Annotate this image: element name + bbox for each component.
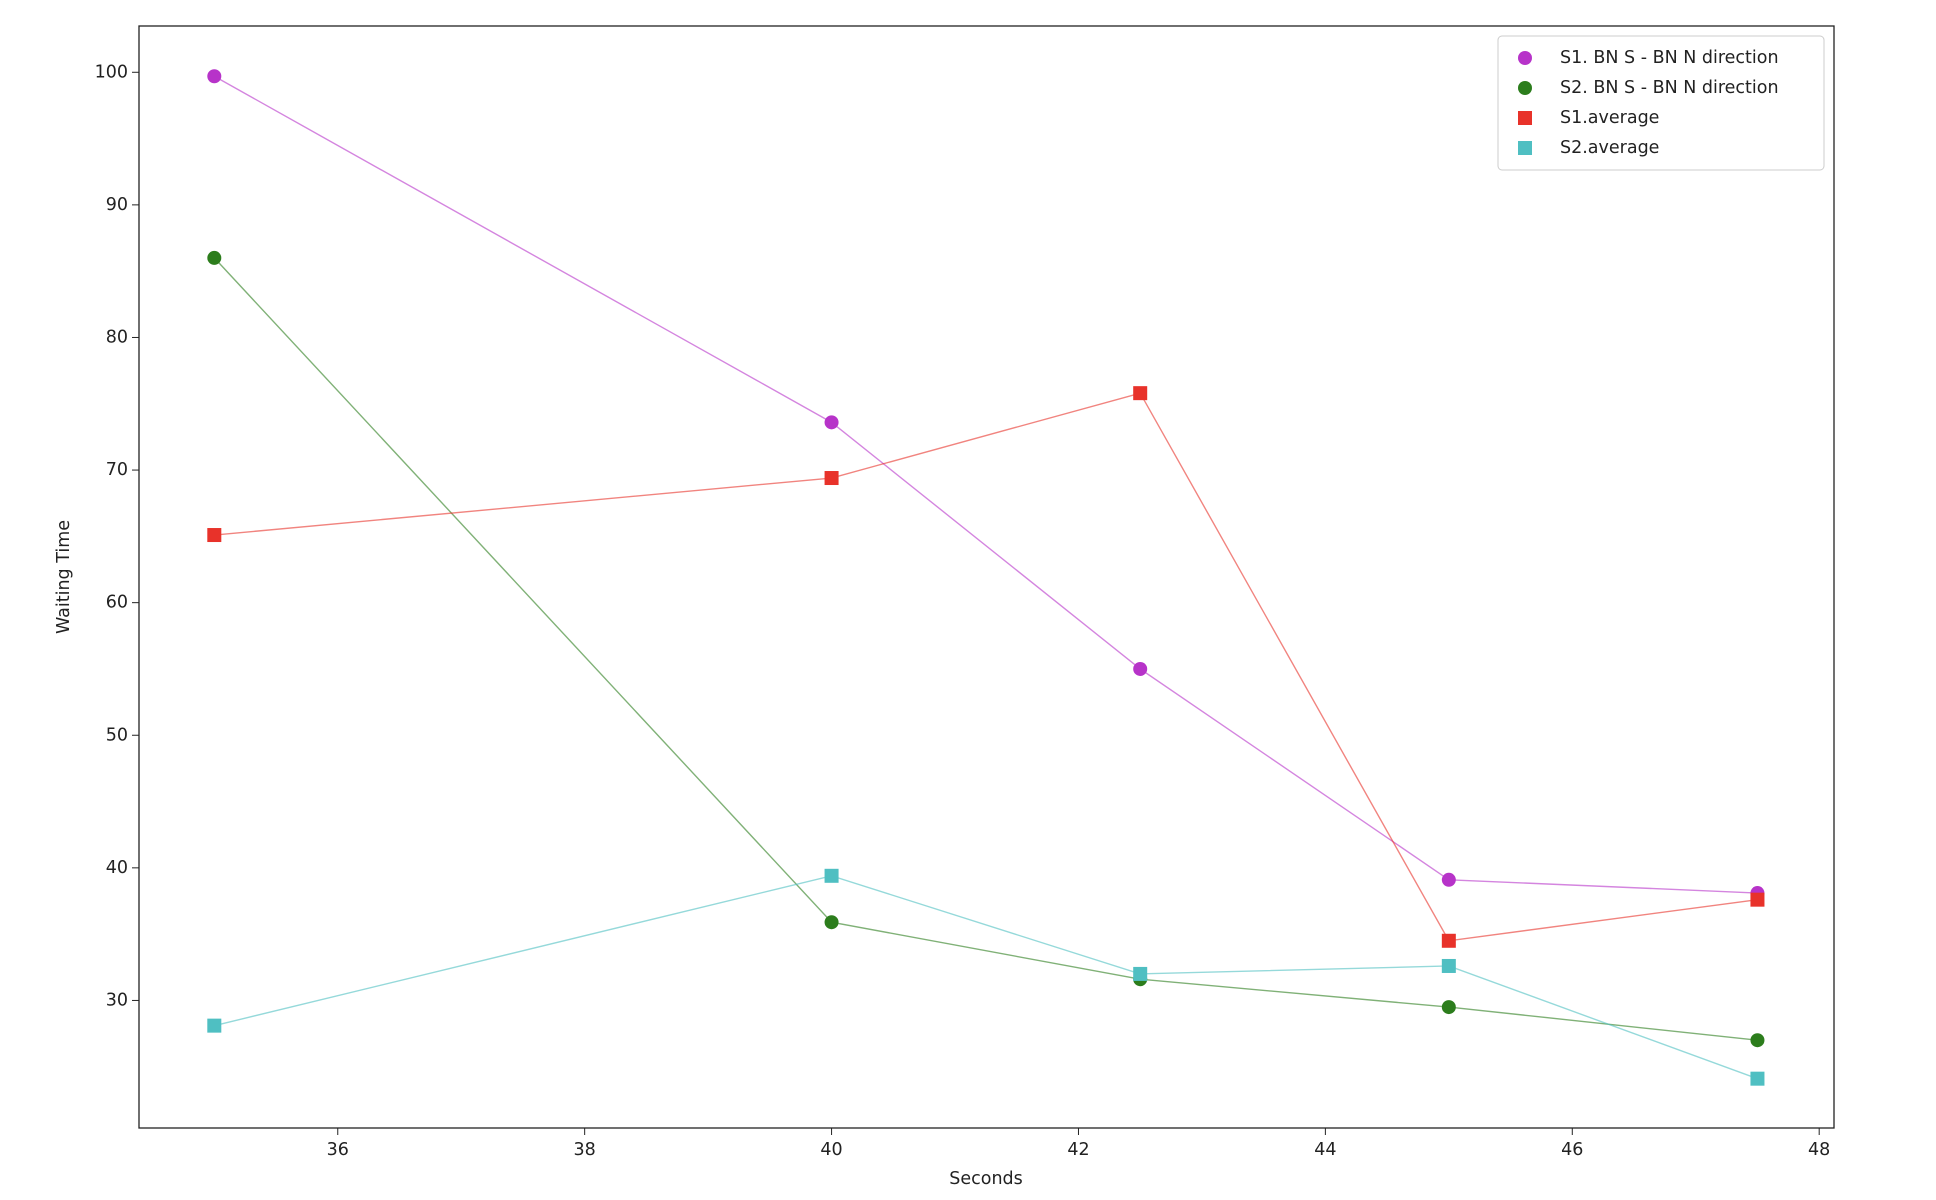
data-point bbox=[824, 471, 839, 486]
data-point bbox=[824, 915, 839, 930]
y-tick-label: 80 bbox=[106, 327, 128, 347]
x-tick-label: 40 bbox=[820, 1140, 842, 1160]
y-tick-label: 30 bbox=[106, 990, 128, 1010]
data-point bbox=[824, 415, 839, 430]
data-point bbox=[1441, 958, 1456, 973]
data-point bbox=[207, 528, 222, 543]
y-tick-label: 50 bbox=[106, 725, 128, 745]
legend-marker bbox=[1518, 141, 1532, 155]
data-point bbox=[824, 868, 839, 883]
series-line bbox=[214, 875, 1758, 1080]
data-point bbox=[1441, 1000, 1456, 1015]
y-tick-label: 40 bbox=[106, 858, 128, 878]
x-tick-label: 38 bbox=[574, 1140, 596, 1160]
legend-label: S1.average bbox=[1560, 108, 1659, 128]
data-point bbox=[1441, 872, 1456, 887]
x-tick-label: 44 bbox=[1314, 1140, 1336, 1160]
legend-marker bbox=[1518, 111, 1532, 125]
x-tick-label: 48 bbox=[1808, 1140, 1830, 1160]
series-line bbox=[213, 257, 1758, 1041]
x-tick-label: 46 bbox=[1561, 1140, 1583, 1160]
x-tick-label: 42 bbox=[1067, 1140, 1089, 1160]
legend-marker bbox=[1518, 51, 1532, 65]
legend: S1. BN S - BN N direction S2. BN S - BN N… bbox=[1497, 35, 1825, 171]
data-point bbox=[207, 250, 222, 265]
data-point bbox=[1750, 892, 1765, 907]
data-point bbox=[1133, 966, 1148, 981]
legend-frame bbox=[1497, 35, 1825, 171]
y-tick-label: 70 bbox=[106, 460, 128, 480]
x-axis-label: Seconds bbox=[949, 1169, 1023, 1189]
y-tick-label: 90 bbox=[106, 195, 128, 215]
y-axis-label: Waiting Time bbox=[54, 520, 74, 634]
y-tick-label: 100 bbox=[95, 62, 128, 82]
data-point bbox=[1750, 1033, 1765, 1048]
data-point bbox=[1750, 1071, 1765, 1086]
data-point bbox=[1441, 933, 1456, 948]
series-line bbox=[213, 75, 1758, 894]
plot-frame bbox=[138, 25, 1835, 1129]
x-tick-label: 36 bbox=[327, 1140, 349, 1160]
y-tick-label: 60 bbox=[106, 593, 128, 613]
data-point bbox=[1133, 386, 1148, 401]
data-point bbox=[207, 69, 222, 84]
legend-marker bbox=[1518, 81, 1532, 95]
legend-label: S2.average bbox=[1560, 138, 1659, 158]
legend-label: S2. BN S - BN N direction bbox=[1560, 78, 1779, 98]
series-line bbox=[214, 392, 1758, 942]
legend-label: S1. BN S - BN N direction bbox=[1560, 48, 1779, 68]
data-point bbox=[1133, 661, 1148, 676]
data-point bbox=[207, 1018, 222, 1033]
